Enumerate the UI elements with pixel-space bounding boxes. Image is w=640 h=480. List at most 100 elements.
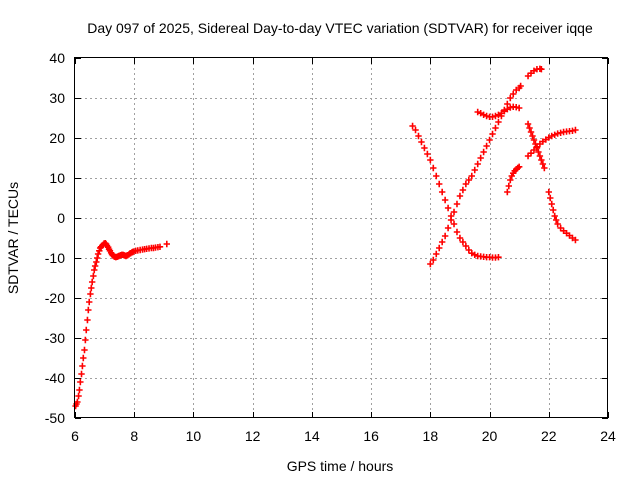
x-tick-label: 20 <box>482 428 498 444</box>
data-point <box>530 136 538 144</box>
y-tick-label: 0 <box>57 210 65 226</box>
data-point <box>505 182 513 190</box>
data-point <box>78 370 85 378</box>
data-point <box>492 112 499 120</box>
data-point <box>456 234 464 242</box>
data-point <box>436 180 443 188</box>
series-segment-2 <box>409 122 502 261</box>
data-point <box>412 126 419 134</box>
y-tick-label: 40 <box>49 50 65 66</box>
data-point <box>83 326 90 334</box>
data-point <box>82 336 89 344</box>
data-point <box>93 258 100 266</box>
data-point <box>547 194 554 202</box>
data-point <box>504 188 511 196</box>
data-point <box>84 316 91 324</box>
data-point <box>480 148 487 156</box>
x-tick-label: 22 <box>541 428 557 444</box>
series-segment-9 <box>545 188 579 244</box>
series-segment-5 <box>504 163 523 196</box>
y-tick-label: 20 <box>49 130 65 146</box>
data-point <box>465 176 473 184</box>
x-tick-label: 8 <box>130 428 138 444</box>
data-point <box>572 126 579 134</box>
data-point <box>450 220 458 228</box>
data-point <box>444 204 452 212</box>
x-tick-label: 6 <box>71 428 79 444</box>
data-point <box>424 150 431 158</box>
data-point <box>515 104 523 112</box>
data-point <box>450 208 458 216</box>
x-tick-label: 18 <box>423 428 439 444</box>
y-tick-label: 30 <box>49 90 65 106</box>
data-point <box>430 164 437 172</box>
series-segment-8 <box>524 126 579 160</box>
data-point <box>87 290 94 298</box>
data-point <box>430 256 437 264</box>
data-point <box>453 200 461 208</box>
data-point <box>156 243 164 250</box>
data-point <box>94 254 101 262</box>
data-point <box>495 254 502 261</box>
data-point <box>551 131 558 138</box>
data-point <box>552 216 560 224</box>
data-point <box>415 132 422 140</box>
y-tick-label: -40 <box>45 370 65 386</box>
data-point <box>163 240 170 248</box>
data-point <box>535 148 542 156</box>
data-point <box>536 152 544 160</box>
x-axis-label: GPS time / hours <box>287 458 394 474</box>
data-point <box>507 94 514 102</box>
data-point <box>524 120 532 128</box>
y-tick-label: -50 <box>45 410 65 426</box>
data-point <box>85 306 92 314</box>
data-point <box>572 236 579 244</box>
data-point <box>438 238 446 246</box>
y-tick-label: 10 <box>49 170 65 186</box>
x-tick-labels: 6 8 10 12 14 16 18 20 22 24 <box>71 428 616 444</box>
data-point <box>433 250 440 258</box>
data-point <box>554 220 561 228</box>
data-point <box>462 180 470 188</box>
data-points <box>72 65 579 410</box>
y-tick-label: -10 <box>45 250 65 266</box>
data-point <box>88 284 95 292</box>
data-point <box>441 196 449 204</box>
data-point <box>456 192 464 200</box>
data-point <box>453 228 461 236</box>
data-point <box>75 392 82 400</box>
data-point <box>409 122 416 130</box>
data-point <box>427 260 434 268</box>
data-point <box>79 362 86 370</box>
data-point <box>80 354 87 362</box>
data-point <box>538 156 545 164</box>
data-point <box>468 172 475 180</box>
data-point <box>545 188 552 196</box>
data-point <box>507 176 514 184</box>
data-point <box>86 298 93 306</box>
data-point <box>517 82 524 90</box>
series-segment-1 <box>72 240 170 410</box>
data-point <box>526 124 533 132</box>
y-tick-label: -20 <box>45 290 65 306</box>
data-point <box>492 124 499 132</box>
data-point <box>471 166 478 174</box>
y-axis-label: SDTVAR / TECUs <box>5 182 21 294</box>
data-point <box>530 146 538 154</box>
data-point <box>427 156 434 164</box>
data-point <box>91 266 98 274</box>
data-point <box>495 118 502 126</box>
series-segment-6 <box>524 65 545 80</box>
data-point <box>474 160 481 168</box>
data-point <box>74 398 81 406</box>
data-point <box>465 246 473 254</box>
series-segment-3 <box>427 82 524 268</box>
data-point <box>418 138 425 146</box>
data-point <box>541 164 548 172</box>
data-point <box>529 132 536 140</box>
data-point <box>483 142 490 150</box>
plot-frame <box>74 57 608 418</box>
data-point <box>90 272 97 280</box>
data-point <box>77 378 84 386</box>
